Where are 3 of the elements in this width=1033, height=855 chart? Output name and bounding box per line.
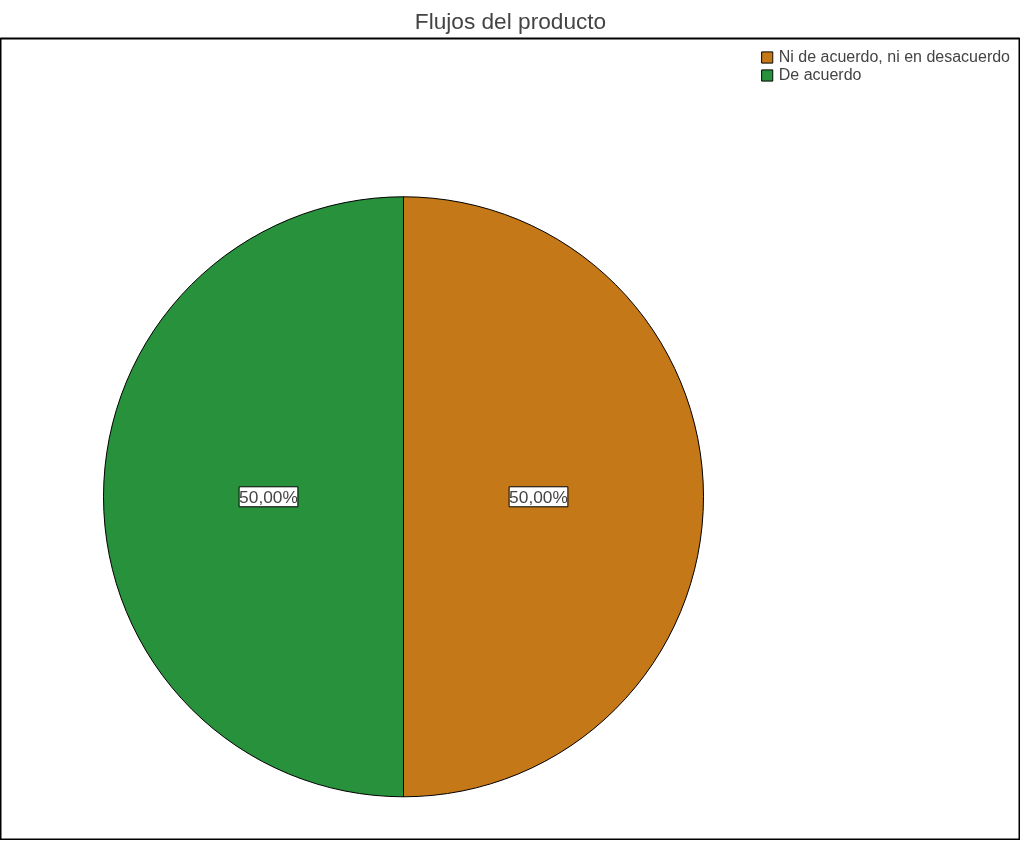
legend-label: Ni de acuerdo, ni en desacuerdo [778, 48, 1010, 66]
chart-title: Flujos del producto [414, 7, 607, 34]
legend-label: De acuerdo [778, 66, 862, 84]
